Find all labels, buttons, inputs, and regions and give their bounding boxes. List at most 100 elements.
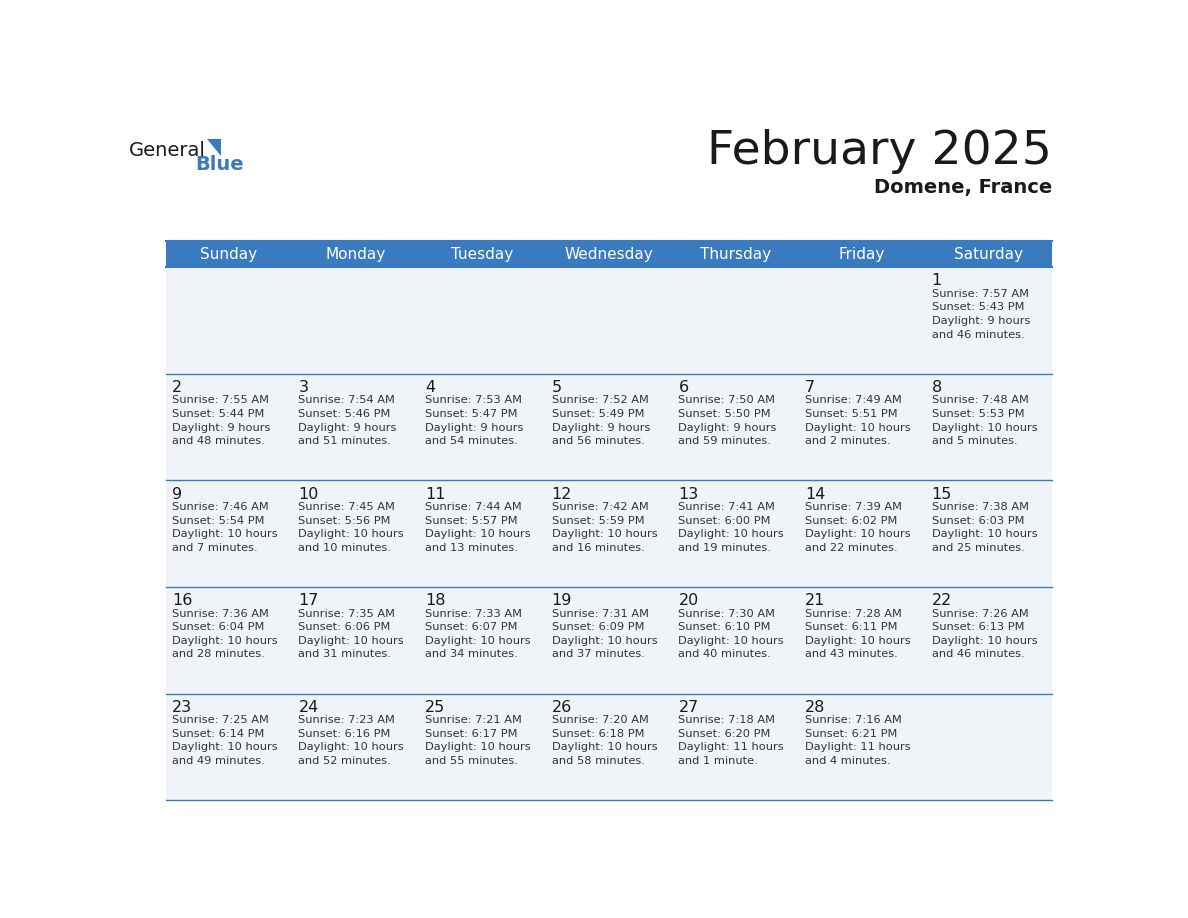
Text: Blue: Blue — [196, 155, 244, 174]
Text: Monday: Monday — [326, 247, 386, 262]
Bar — [292, 267, 419, 374]
Text: 25: 25 — [425, 700, 446, 715]
Bar — [925, 267, 1053, 374]
Text: 7: 7 — [805, 380, 815, 395]
Text: Domene, France: Domene, France — [874, 178, 1053, 197]
Bar — [672, 587, 798, 693]
Bar — [925, 480, 1053, 587]
Bar — [292, 480, 419, 587]
Text: Sunrise: 7:49 AM
Sunset: 5:51 PM
Daylight: 10 hours
and 2 minutes.: Sunrise: 7:49 AM Sunset: 5:51 PM Dayligh… — [805, 396, 911, 446]
Text: 5: 5 — [551, 380, 562, 395]
Text: Sunrise: 7:18 AM
Sunset: 6:20 PM
Daylight: 11 hours
and 1 minute.: Sunrise: 7:18 AM Sunset: 6:20 PM Dayligh… — [678, 715, 784, 766]
Text: 16: 16 — [172, 593, 192, 608]
Text: Sunrise: 7:41 AM
Sunset: 6:00 PM
Daylight: 10 hours
and 19 minutes.: Sunrise: 7:41 AM Sunset: 6:00 PM Dayligh… — [678, 502, 784, 553]
Bar — [419, 693, 545, 800]
Text: Sunrise: 7:53 AM
Sunset: 5:47 PM
Daylight: 9 hours
and 54 minutes.: Sunrise: 7:53 AM Sunset: 5:47 PM Dayligh… — [425, 396, 524, 446]
Bar — [798, 267, 925, 374]
Text: 3: 3 — [298, 380, 309, 395]
Text: Sunday: Sunday — [201, 247, 258, 262]
Text: Sunrise: 7:46 AM
Sunset: 5:54 PM
Daylight: 10 hours
and 7 minutes.: Sunrise: 7:46 AM Sunset: 5:54 PM Dayligh… — [172, 502, 277, 553]
Bar — [292, 374, 419, 480]
Text: Sunrise: 7:39 AM
Sunset: 6:02 PM
Daylight: 10 hours
and 22 minutes.: Sunrise: 7:39 AM Sunset: 6:02 PM Dayligh… — [805, 502, 911, 553]
Bar — [545, 267, 672, 374]
Text: Sunrise: 7:52 AM
Sunset: 5:49 PM
Daylight: 9 hours
and 56 minutes.: Sunrise: 7:52 AM Sunset: 5:49 PM Dayligh… — [551, 396, 650, 446]
Bar — [419, 480, 545, 587]
Bar — [925, 693, 1053, 800]
Bar — [798, 480, 925, 587]
Text: Sunrise: 7:50 AM
Sunset: 5:50 PM
Daylight: 9 hours
and 59 minutes.: Sunrise: 7:50 AM Sunset: 5:50 PM Dayligh… — [678, 396, 777, 446]
Text: Friday: Friday — [839, 247, 885, 262]
Bar — [798, 587, 925, 693]
Text: 11: 11 — [425, 487, 446, 501]
Text: 4: 4 — [425, 380, 435, 395]
Text: 2: 2 — [172, 380, 182, 395]
Bar — [545, 587, 672, 693]
Text: General: General — [129, 141, 206, 160]
Text: Sunrise: 7:42 AM
Sunset: 5:59 PM
Daylight: 10 hours
and 16 minutes.: Sunrise: 7:42 AM Sunset: 5:59 PM Dayligh… — [551, 502, 657, 553]
Text: 9: 9 — [172, 487, 182, 501]
Text: 19: 19 — [551, 593, 573, 608]
Text: Sunrise: 7:54 AM
Sunset: 5:46 PM
Daylight: 9 hours
and 51 minutes.: Sunrise: 7:54 AM Sunset: 5:46 PM Dayligh… — [298, 396, 397, 446]
Bar — [798, 374, 925, 480]
Bar — [165, 241, 1053, 267]
Text: Wednesday: Wednesday — [564, 247, 653, 262]
Bar — [925, 587, 1053, 693]
Text: Sunrise: 7:45 AM
Sunset: 5:56 PM
Daylight: 10 hours
and 10 minutes.: Sunrise: 7:45 AM Sunset: 5:56 PM Dayligh… — [298, 502, 404, 553]
Bar — [165, 693, 292, 800]
Bar — [419, 374, 545, 480]
Bar — [672, 267, 798, 374]
Bar — [292, 587, 419, 693]
Text: 23: 23 — [172, 700, 192, 715]
Text: 26: 26 — [551, 700, 571, 715]
Bar — [165, 480, 292, 587]
Bar — [545, 693, 672, 800]
Bar — [165, 587, 292, 693]
Text: Sunrise: 7:28 AM
Sunset: 6:11 PM
Daylight: 10 hours
and 43 minutes.: Sunrise: 7:28 AM Sunset: 6:11 PM Dayligh… — [805, 609, 911, 659]
Bar — [545, 480, 672, 587]
Text: 15: 15 — [931, 487, 952, 501]
Text: Saturday: Saturday — [954, 247, 1023, 262]
Text: 20: 20 — [678, 593, 699, 608]
Text: Sunrise: 7:26 AM
Sunset: 6:13 PM
Daylight: 10 hours
and 46 minutes.: Sunrise: 7:26 AM Sunset: 6:13 PM Dayligh… — [931, 609, 1037, 659]
Text: 18: 18 — [425, 593, 446, 608]
Text: 10: 10 — [298, 487, 318, 501]
Text: Sunrise: 7:55 AM
Sunset: 5:44 PM
Daylight: 9 hours
and 48 minutes.: Sunrise: 7:55 AM Sunset: 5:44 PM Dayligh… — [172, 396, 270, 446]
Text: Tuesday: Tuesday — [451, 247, 513, 262]
Bar — [545, 374, 672, 480]
Text: Sunrise: 7:30 AM
Sunset: 6:10 PM
Daylight: 10 hours
and 40 minutes.: Sunrise: 7:30 AM Sunset: 6:10 PM Dayligh… — [678, 609, 784, 659]
Text: Sunrise: 7:44 AM
Sunset: 5:57 PM
Daylight: 10 hours
and 13 minutes.: Sunrise: 7:44 AM Sunset: 5:57 PM Dayligh… — [425, 502, 531, 553]
Text: Sunrise: 7:23 AM
Sunset: 6:16 PM
Daylight: 10 hours
and 52 minutes.: Sunrise: 7:23 AM Sunset: 6:16 PM Dayligh… — [298, 715, 404, 766]
Bar — [672, 480, 798, 587]
Polygon shape — [208, 140, 221, 156]
Text: Sunrise: 7:33 AM
Sunset: 6:07 PM
Daylight: 10 hours
and 34 minutes.: Sunrise: 7:33 AM Sunset: 6:07 PM Dayligh… — [425, 609, 531, 659]
Text: 28: 28 — [805, 700, 826, 715]
Text: Thursday: Thursday — [700, 247, 771, 262]
Text: 8: 8 — [931, 380, 942, 395]
Bar — [165, 374, 292, 480]
Text: 14: 14 — [805, 487, 826, 501]
Text: Sunrise: 7:20 AM
Sunset: 6:18 PM
Daylight: 10 hours
and 58 minutes.: Sunrise: 7:20 AM Sunset: 6:18 PM Dayligh… — [551, 715, 657, 766]
Bar — [292, 693, 419, 800]
Bar — [672, 693, 798, 800]
Text: 22: 22 — [931, 593, 952, 608]
Text: Sunrise: 7:16 AM
Sunset: 6:21 PM
Daylight: 11 hours
and 4 minutes.: Sunrise: 7:16 AM Sunset: 6:21 PM Dayligh… — [805, 715, 911, 766]
Text: Sunrise: 7:38 AM
Sunset: 6:03 PM
Daylight: 10 hours
and 25 minutes.: Sunrise: 7:38 AM Sunset: 6:03 PM Dayligh… — [931, 502, 1037, 553]
Bar — [165, 267, 292, 374]
Bar — [419, 267, 545, 374]
Text: February 2025: February 2025 — [707, 129, 1053, 174]
Bar — [419, 587, 545, 693]
Text: 1: 1 — [931, 274, 942, 288]
Text: Sunrise: 7:48 AM
Sunset: 5:53 PM
Daylight: 10 hours
and 5 minutes.: Sunrise: 7:48 AM Sunset: 5:53 PM Dayligh… — [931, 396, 1037, 446]
Text: 12: 12 — [551, 487, 573, 501]
Text: Sunrise: 7:35 AM
Sunset: 6:06 PM
Daylight: 10 hours
and 31 minutes.: Sunrise: 7:35 AM Sunset: 6:06 PM Dayligh… — [298, 609, 404, 659]
Text: 24: 24 — [298, 700, 318, 715]
Bar — [798, 693, 925, 800]
Text: 27: 27 — [678, 700, 699, 715]
Text: Sunrise: 7:21 AM
Sunset: 6:17 PM
Daylight: 10 hours
and 55 minutes.: Sunrise: 7:21 AM Sunset: 6:17 PM Dayligh… — [425, 715, 531, 766]
Text: Sunrise: 7:57 AM
Sunset: 5:43 PM
Daylight: 9 hours
and 46 minutes.: Sunrise: 7:57 AM Sunset: 5:43 PM Dayligh… — [931, 289, 1030, 340]
Text: Sunrise: 7:31 AM
Sunset: 6:09 PM
Daylight: 10 hours
and 37 minutes.: Sunrise: 7:31 AM Sunset: 6:09 PM Dayligh… — [551, 609, 657, 659]
Text: Sunrise: 7:25 AM
Sunset: 6:14 PM
Daylight: 10 hours
and 49 minutes.: Sunrise: 7:25 AM Sunset: 6:14 PM Dayligh… — [172, 715, 277, 766]
Bar — [925, 374, 1053, 480]
Bar — [672, 374, 798, 480]
Text: Sunrise: 7:36 AM
Sunset: 6:04 PM
Daylight: 10 hours
and 28 minutes.: Sunrise: 7:36 AM Sunset: 6:04 PM Dayligh… — [172, 609, 277, 659]
